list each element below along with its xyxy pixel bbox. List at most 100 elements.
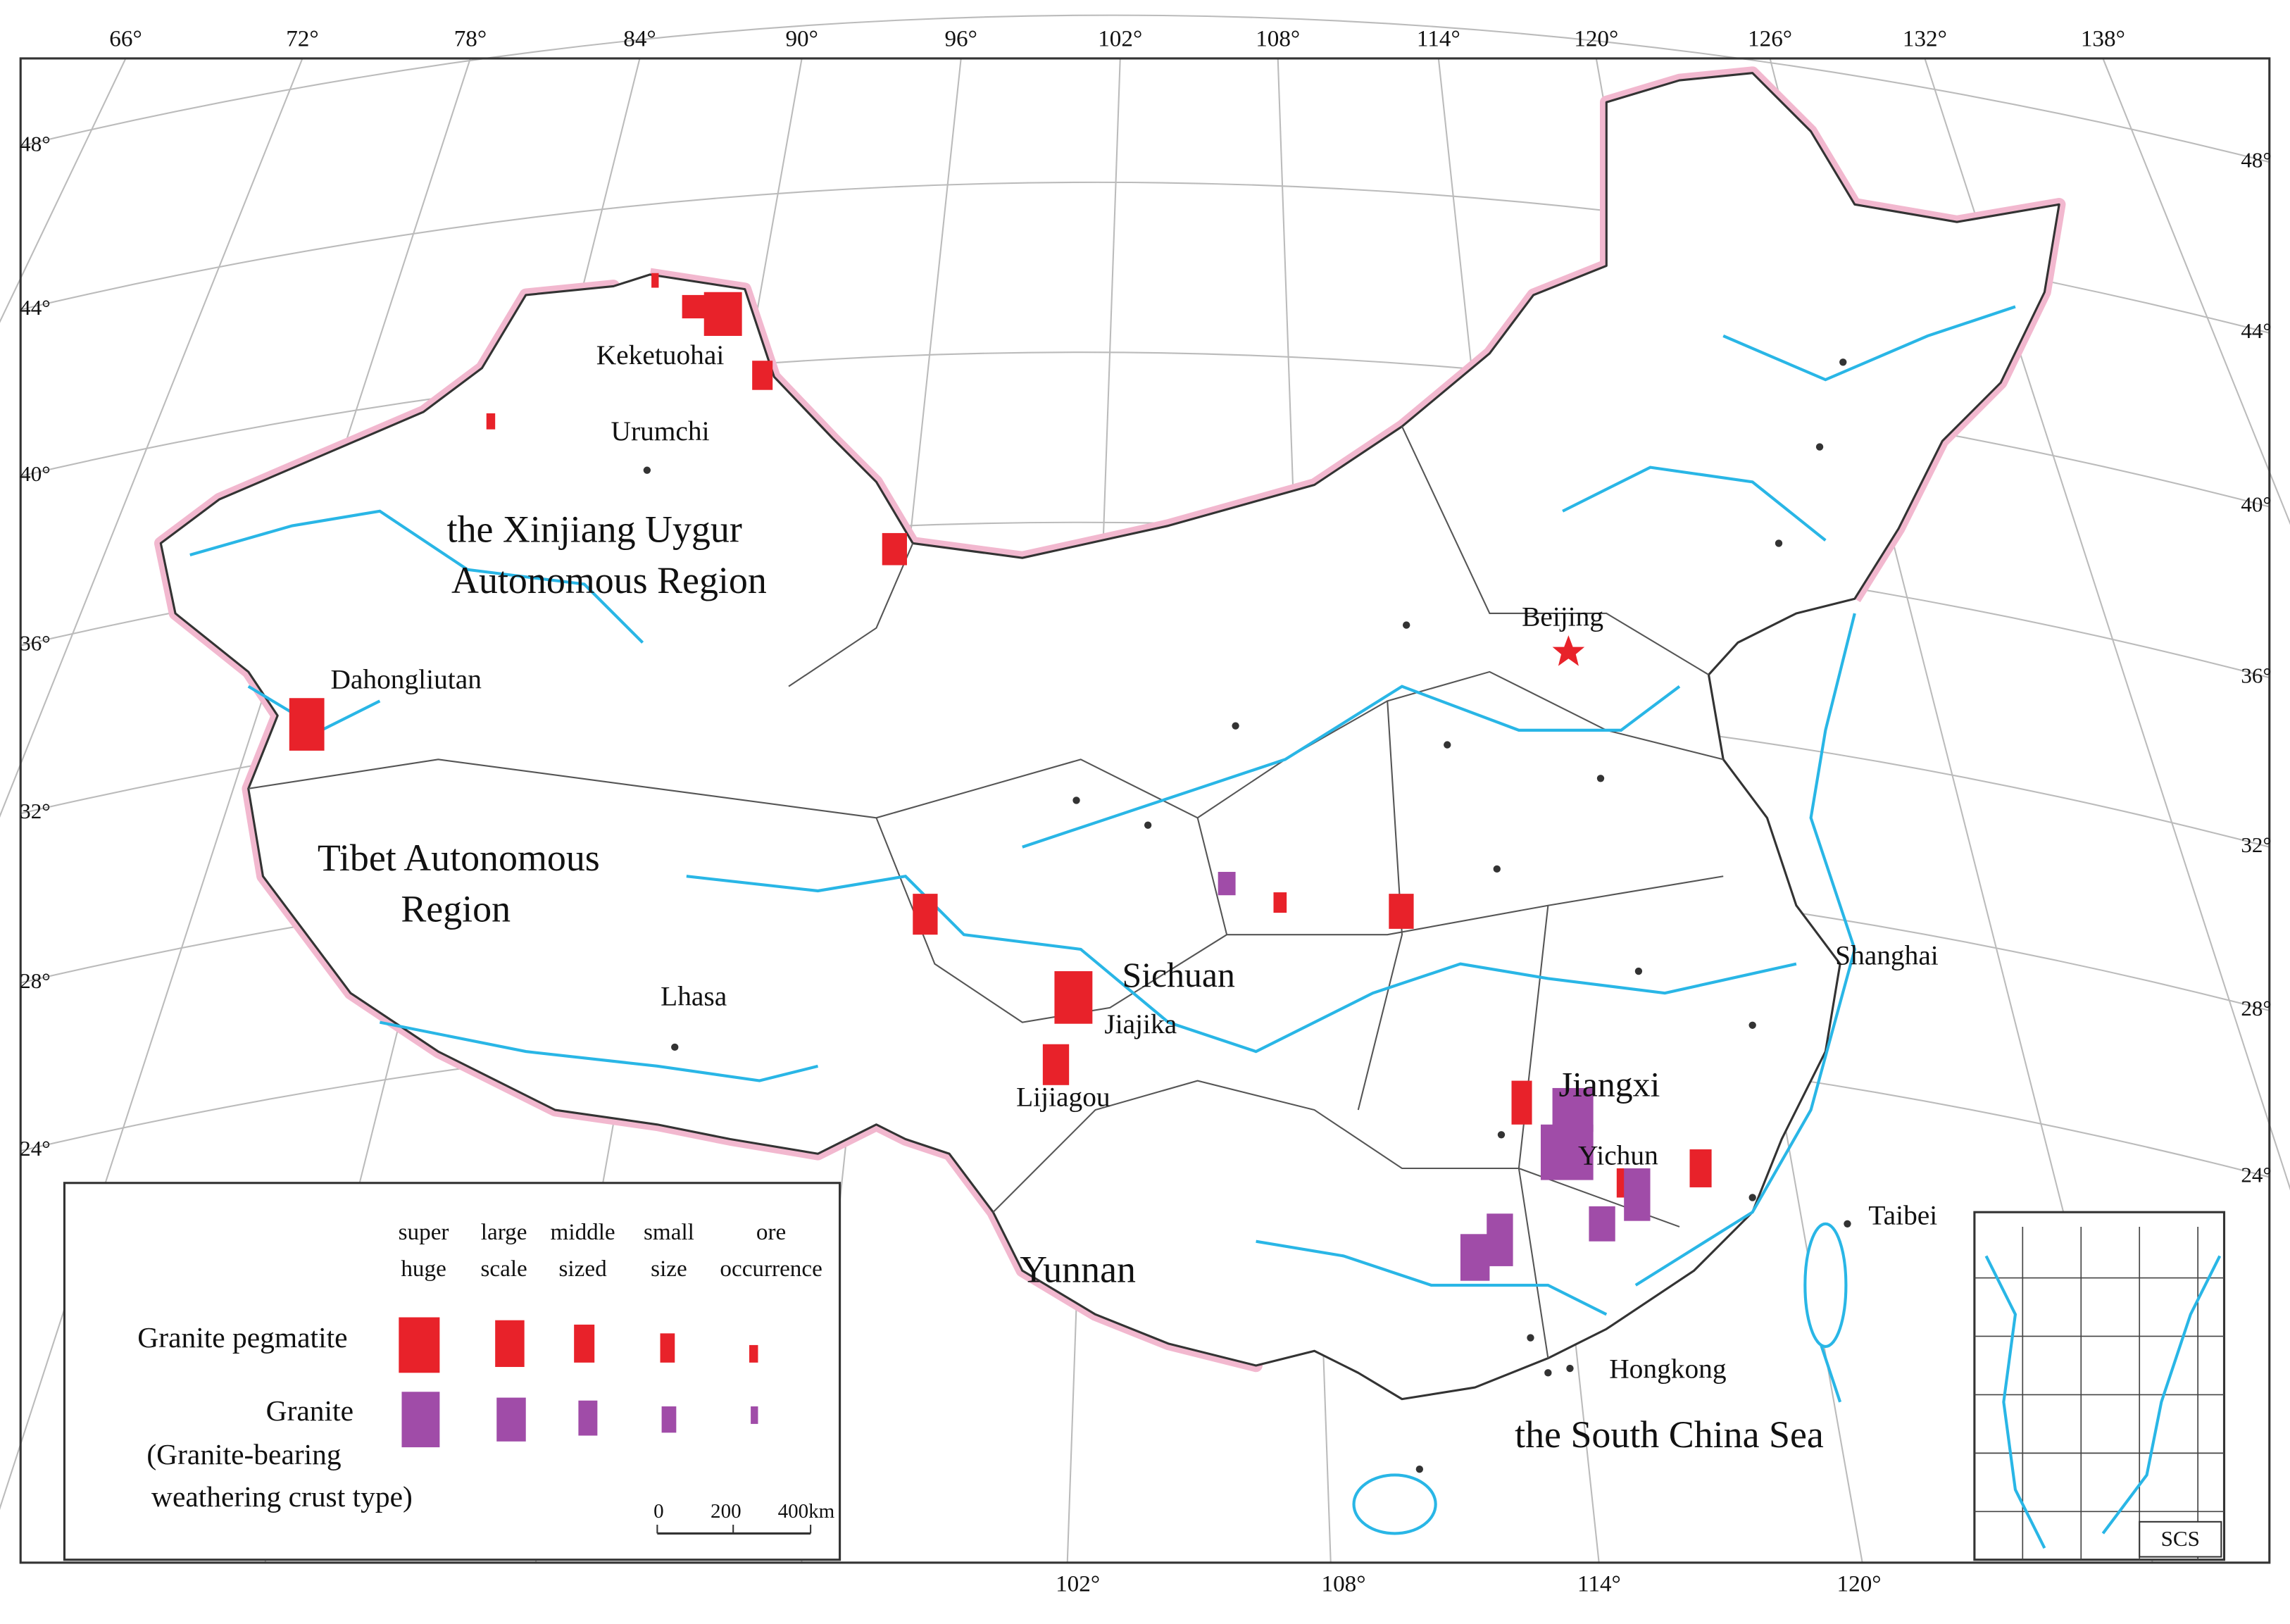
latitude-label: 48° bbox=[20, 132, 51, 156]
deposit bbox=[1624, 1168, 1651, 1221]
deposit bbox=[1511, 1080, 1532, 1125]
longitude-label: 78° bbox=[454, 26, 487, 52]
longitude-label: 66° bbox=[109, 26, 142, 52]
place-label: the Xinjiang Uygur bbox=[447, 508, 742, 550]
latitude-label: 24° bbox=[20, 1136, 51, 1161]
legend: super huge large scale middle sized small size o… bbox=[63, 1182, 841, 1561]
latitude-label: 24° bbox=[2241, 1163, 2272, 1187]
scale-label: 0 bbox=[653, 1500, 664, 1523]
deposit bbox=[1540, 1124, 1594, 1180]
place-label: Hongkong bbox=[1609, 1353, 1726, 1384]
latitude-label: 48° bbox=[2241, 147, 2272, 172]
parallel bbox=[20, 14, 2270, 163]
place-label: Beijing bbox=[1522, 601, 1603, 632]
deposits bbox=[289, 273, 1712, 1281]
longitude-label: 84° bbox=[623, 26, 656, 52]
deposit bbox=[486, 413, 496, 430]
longitude-label: 90° bbox=[785, 26, 818, 52]
deposit bbox=[1042, 1044, 1070, 1085]
longitude-label: 120° bbox=[1574, 26, 1618, 52]
hainan bbox=[1352, 1473, 1437, 1535]
longitude-label: 126° bbox=[1748, 26, 1792, 52]
deposit bbox=[1460, 1234, 1490, 1281]
city-dot bbox=[1634, 967, 1643, 975]
legend-symbol bbox=[574, 1324, 595, 1363]
deposit bbox=[913, 894, 938, 935]
latitude-label: 36° bbox=[2241, 663, 2272, 687]
latitude-label: 44° bbox=[20, 295, 51, 320]
latitude-label: 32° bbox=[2241, 832, 2272, 857]
city-dot bbox=[1497, 1131, 1506, 1139]
place-label: Jiajika bbox=[1104, 1008, 1177, 1039]
longitude-label: 120° bbox=[1837, 1571, 1882, 1597]
city-dot bbox=[1403, 621, 1410, 629]
deposit bbox=[1218, 872, 1236, 896]
legend-column-label: huge bbox=[401, 1256, 446, 1282]
meridian bbox=[0, 58, 304, 818]
inset bbox=[1973, 1211, 2226, 1561]
city-dot bbox=[1544, 1369, 1552, 1377]
inset-box bbox=[1973, 1211, 2226, 1561]
latitude-label: 36° bbox=[20, 631, 51, 656]
city-dot bbox=[1596, 775, 1605, 782]
deposit bbox=[1589, 1206, 1615, 1242]
legend-row-label: weathering crust type) bbox=[151, 1480, 413, 1513]
legend-row-label: (Granite-bearing bbox=[146, 1438, 341, 1471]
legend-symbol bbox=[751, 1406, 758, 1424]
place-label: Dahongliutan bbox=[330, 663, 482, 694]
legend-row-label: Granite bbox=[266, 1394, 353, 1427]
deposit bbox=[1273, 892, 1287, 913]
city-dot bbox=[1775, 539, 1783, 547]
legend-symbol bbox=[401, 1392, 440, 1448]
meridian bbox=[2102, 58, 2290, 525]
longitude-label: 102° bbox=[1098, 26, 1142, 52]
place-label: Urumchi bbox=[611, 416, 710, 446]
longitude-label: 96° bbox=[944, 26, 977, 52]
place-label: the South China Sea bbox=[1515, 1413, 1824, 1456]
city-dot bbox=[1444, 741, 1451, 749]
scale-label: 200 bbox=[711, 1500, 742, 1523]
deposit bbox=[1689, 1149, 1712, 1187]
legend-symbol bbox=[399, 1317, 440, 1373]
city-dot bbox=[1748, 1021, 1756, 1029]
legend-symbol bbox=[495, 1320, 525, 1368]
latitude-label: 40° bbox=[2241, 492, 2272, 517]
city-dot bbox=[1072, 797, 1080, 804]
place-label: Taibei bbox=[1868, 1200, 1937, 1231]
province-borders bbox=[248, 426, 1724, 1358]
legend-column-label: ore bbox=[756, 1219, 786, 1245]
rivers bbox=[189, 305, 2016, 1403]
latitude-label: 32° bbox=[20, 799, 51, 823]
capital-star bbox=[1552, 635, 1585, 666]
legend-symbol bbox=[661, 1406, 677, 1433]
legend-column-label: large bbox=[481, 1219, 527, 1245]
place-label: Sichuan bbox=[1122, 956, 1235, 994]
map-frame bbox=[19, 57, 2271, 1564]
longitude-label: 102° bbox=[1056, 1571, 1100, 1597]
scale-label: 400km bbox=[778, 1500, 835, 1523]
latitude-label: 28° bbox=[2241, 996, 2272, 1020]
city-dot bbox=[1839, 358, 1847, 366]
meridian bbox=[0, 58, 127, 323]
deposit bbox=[289, 698, 325, 751]
latitude-label: 44° bbox=[2241, 318, 2272, 343]
legend-symbol bbox=[578, 1400, 598, 1436]
city-dot bbox=[1527, 1334, 1534, 1342]
legend-symbol bbox=[660, 1333, 675, 1363]
city-dot bbox=[671, 1043, 679, 1051]
taiwan bbox=[1803, 1222, 1848, 1349]
place-label: Autonomous Region bbox=[451, 559, 767, 601]
deposit bbox=[1487, 1213, 1513, 1266]
deposit bbox=[882, 532, 907, 566]
legend-column-label: middle bbox=[551, 1219, 615, 1245]
city-dot bbox=[1493, 865, 1501, 873]
legend-column-label: size bbox=[651, 1256, 687, 1282]
city-dot bbox=[643, 466, 651, 474]
longitude-label: 108° bbox=[1256, 26, 1300, 52]
city-dot bbox=[1566, 1364, 1574, 1373]
longitude-label: 108° bbox=[1322, 1571, 1366, 1597]
city-dot bbox=[1144, 821, 1152, 829]
legend-column-label: small bbox=[644, 1219, 694, 1245]
deposit bbox=[1054, 971, 1093, 1024]
